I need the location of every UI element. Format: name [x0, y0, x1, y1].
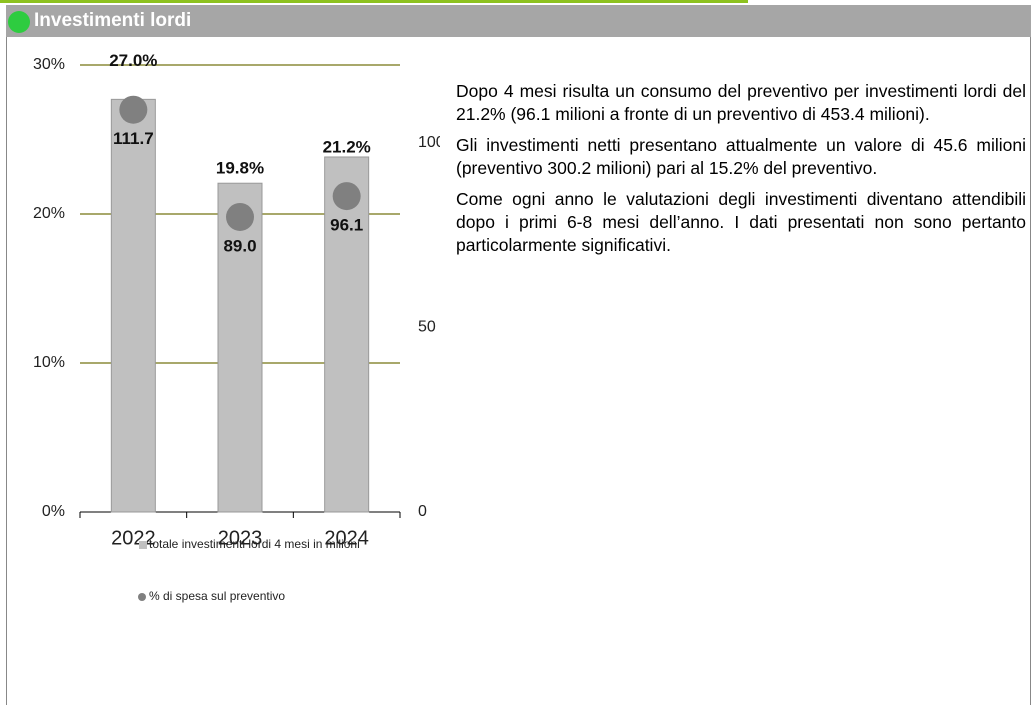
status-dot — [8, 11, 30, 33]
data-label: 19.8% — [216, 158, 264, 177]
y-tick-label: 0% — [42, 503, 65, 520]
legend-marker — [139, 541, 147, 549]
dot — [119, 95, 148, 124]
x-tick-label: 2023 — [218, 527, 263, 549]
data-label: 21.2% — [323, 138, 371, 157]
dot — [226, 202, 254, 231]
y2-tick-label: 0 — [418, 503, 427, 520]
data-label: 27.0% — [109, 51, 157, 70]
data-label: 89.0 — [223, 236, 256, 255]
x-tick-label: 2024 — [324, 527, 369, 549]
chart: 0%10%20%30%050100202220232024111.727.0%8… — [33, 51, 440, 603]
commentary: Dopo 4 mesi risulta un consumo del preve… — [456, 80, 1026, 265]
y-tick-label: 20% — [33, 205, 65, 222]
paragraph: Dopo 4 mesi risulta un consumo del preve… — [456, 81, 1026, 124]
legend-label: % di spesa sul preventivo — [149, 589, 285, 603]
section-header: Investimenti lordi — [6, 5, 1031, 37]
legend-marker — [138, 593, 146, 601]
section-title: Investimenti lordi — [34, 10, 192, 31]
paragraph: Gli investimenti netti presentano attual… — [456, 135, 1026, 178]
data-label: 96.1 — [330, 216, 363, 235]
legend-label: totale investimenti lordi 4 mesi in mili… — [149, 537, 360, 551]
top-accent — [0, 0, 748, 3]
y-tick-label: 10% — [33, 354, 65, 371]
y-tick-label: 30% — [33, 56, 65, 73]
left-border — [6, 37, 7, 705]
y2-tick-label: 100 — [418, 134, 440, 151]
bar — [324, 156, 370, 513]
data-label: 111.7 — [113, 129, 154, 148]
bar — [217, 182, 263, 513]
bar — [110, 98, 156, 513]
y2-tick-label: 50 — [418, 319, 436, 336]
paragraph: Come ogni anno le valutazioni degli inve… — [456, 189, 1026, 255]
dot — [332, 182, 361, 211]
right-border — [1030, 37, 1031, 705]
